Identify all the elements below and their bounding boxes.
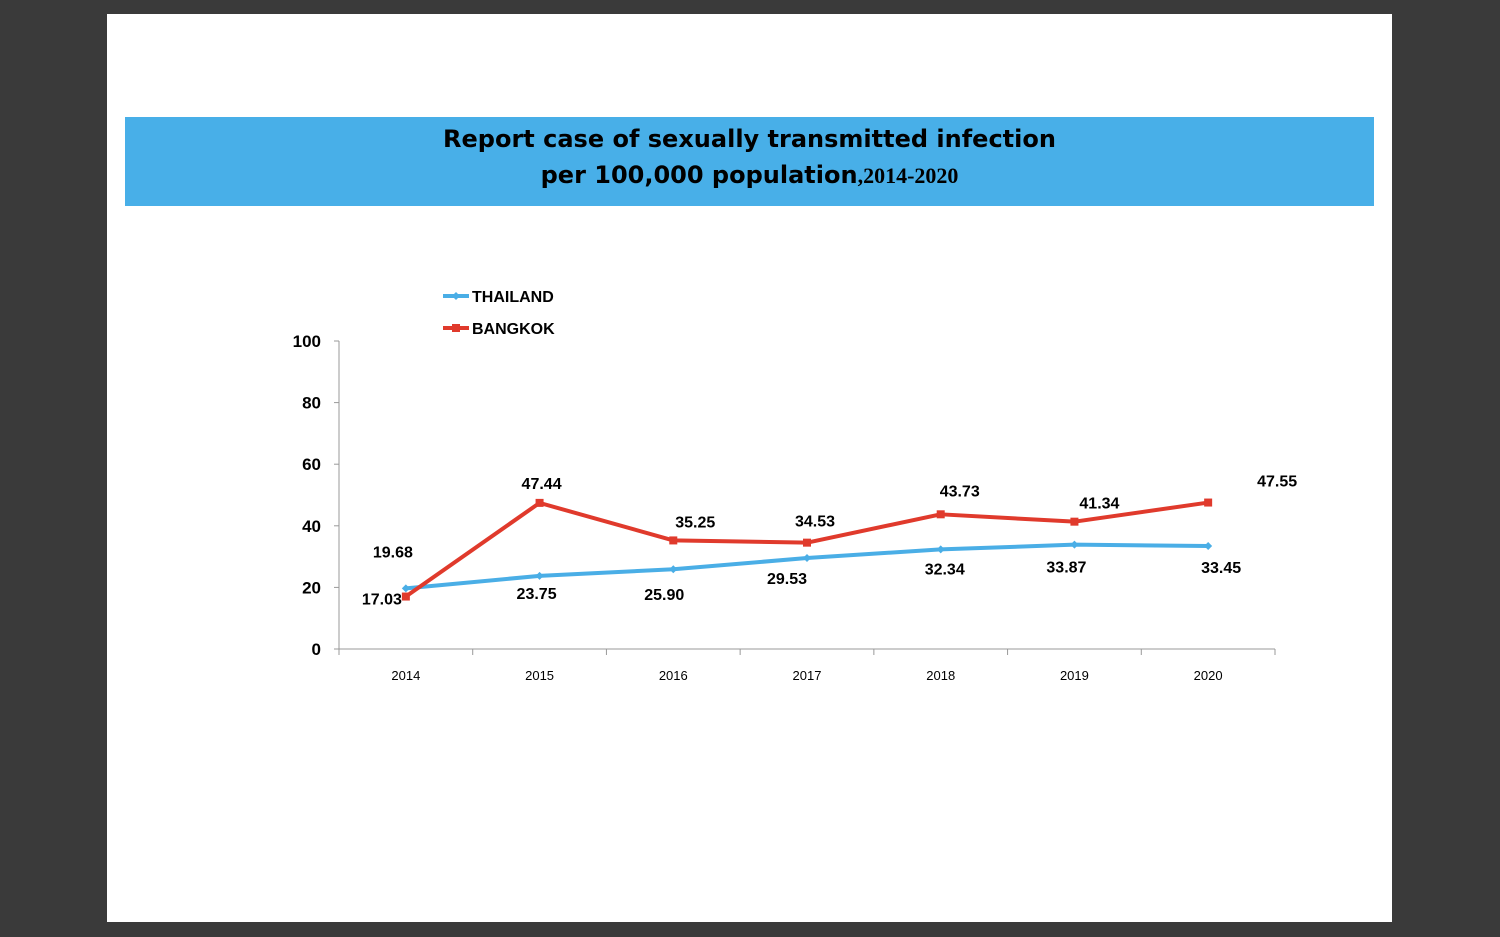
legend-label-bangkok: BANGKOK xyxy=(472,321,555,338)
x-tick-label: 2016 xyxy=(659,668,688,683)
x-tick-label: 2017 xyxy=(793,668,822,683)
y-tick-label: 40 xyxy=(302,517,321,536)
data-point-thailand xyxy=(669,565,678,574)
data-label-bangkok: 41.34 xyxy=(1079,496,1119,513)
data-label-thailand: 33.45 xyxy=(1201,560,1241,577)
data-point-bangkok xyxy=(1204,498,1213,507)
data-label-thailand: 32.34 xyxy=(925,561,965,578)
data-point-thailand xyxy=(803,554,811,563)
legend-label-thailand: THAILAND xyxy=(472,289,554,306)
data-label-bangkok: 47.55 xyxy=(1257,474,1297,491)
y-tick-label: 80 xyxy=(302,394,321,413)
x-tick-label: 2014 xyxy=(391,668,420,683)
title-banner: Report case of sexually transmitted infe… xyxy=(125,117,1374,206)
x-tick-label: 2020 xyxy=(1194,668,1223,683)
chart-title-line2: per 100,000 population,2014-2020 xyxy=(125,161,1374,189)
y-tick-label: 20 xyxy=(302,578,321,597)
chart-title-years: ,2014-2020 xyxy=(857,163,959,188)
y-tick-label: 60 xyxy=(302,455,321,474)
data-label-thailand: 25.90 xyxy=(644,587,684,604)
y-tick-label: 0 xyxy=(312,640,321,659)
x-tick-label: 2018 xyxy=(926,668,955,683)
data-point-bangkok xyxy=(669,536,678,545)
data-point-bangkok xyxy=(535,498,544,507)
data-label-bangkok: 47.44 xyxy=(522,476,562,493)
x-tick-label: 2015 xyxy=(525,668,554,683)
data-point-thailand xyxy=(1204,541,1213,550)
data-point-thailand xyxy=(535,571,544,580)
data-label-thailand: 29.53 xyxy=(767,571,807,588)
data-point-thailand xyxy=(936,545,945,554)
data-point-thailand xyxy=(401,584,410,593)
data-label-thailand: 23.75 xyxy=(517,586,557,603)
data-point-bangkok xyxy=(1070,517,1079,526)
legend-marker-bangkok xyxy=(452,324,460,332)
y-tick-label: 100 xyxy=(293,332,321,351)
data-point-thailand xyxy=(1070,540,1079,549)
data-point-bangkok xyxy=(803,538,811,547)
x-tick-label: 2019 xyxy=(1060,668,1089,683)
data-point-bangkok xyxy=(401,592,410,601)
data-point-bangkok xyxy=(936,510,945,519)
data-label-bangkok: 17.03 xyxy=(362,592,402,609)
data-label-bangkok: 35.25 xyxy=(675,514,715,531)
chart-title-line1: Report case of sexually transmitted infe… xyxy=(443,125,1056,153)
data-label-thailand: 33.87 xyxy=(1046,560,1086,577)
data-label-bangkok: 34.53 xyxy=(795,514,835,531)
data-label-thailand: 19.68 xyxy=(373,544,413,561)
chart-title-main: per 100,000 population xyxy=(540,161,858,189)
data-label-bangkok: 43.73 xyxy=(940,483,980,500)
legend-marker-thailand xyxy=(452,292,460,300)
